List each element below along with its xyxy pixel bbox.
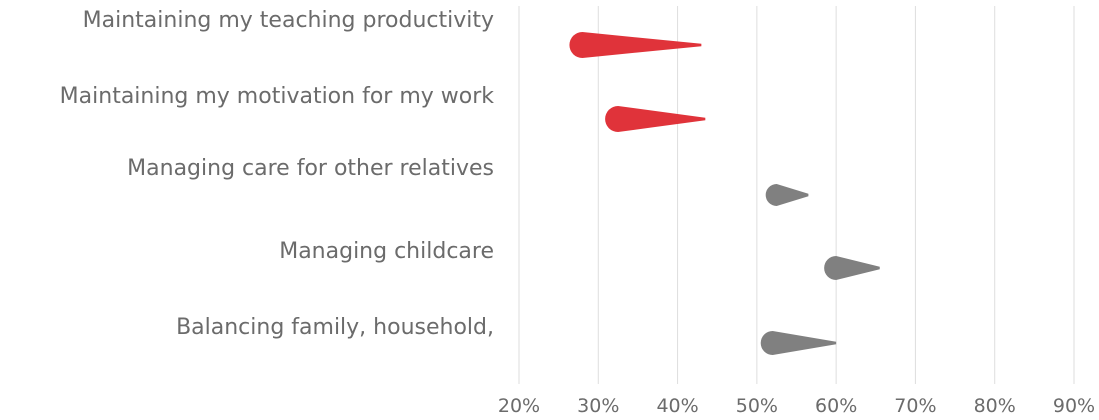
category-label: Managing care for other relatives	[127, 156, 494, 181]
gridlines	[518, 6, 1075, 384]
x-tick-label: 50%	[736, 395, 778, 417]
category-labels: Maintaining my teaching productivity Main…	[60, 8, 495, 340]
teardrop-mark	[569, 32, 702, 58]
x-tick-label: 80%	[974, 395, 1016, 417]
teardrop-mark	[824, 256, 880, 280]
category-label: Managing childcare	[279, 239, 494, 264]
x-axis-ticks: 20% 30% 40% 50% 60% 70% 80% 90%	[498, 395, 1095, 417]
x-tick-label: 90%	[1053, 395, 1095, 417]
category-label: Maintaining my teaching productivity	[83, 8, 494, 33]
category-label: Maintaining my motivation for my work	[60, 84, 495, 109]
teardrop-mark	[765, 184, 809, 206]
category-label: Balancing family, household,	[176, 315, 494, 340]
x-tick-label: 40%	[656, 395, 698, 417]
x-tick-label: 20%	[498, 395, 540, 417]
teardrop-mark	[605, 106, 706, 132]
x-tick-label: 70%	[894, 395, 936, 417]
data-marks	[569, 32, 880, 355]
teardrop-mark	[760, 331, 837, 355]
x-tick-label: 60%	[815, 395, 857, 417]
x-tick-label: 30%	[577, 395, 619, 417]
